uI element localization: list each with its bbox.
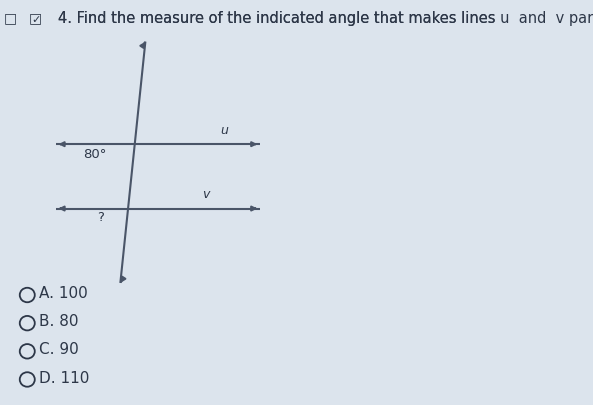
Text: □: □ [4, 11, 17, 26]
Text: C. 90: C. 90 [39, 342, 79, 357]
Text: u: u [221, 124, 229, 136]
Text: ✓: ✓ [31, 15, 41, 26]
Text: A. 100: A. 100 [39, 286, 88, 301]
Text: B. 80: B. 80 [39, 314, 78, 329]
Text: 4. Find the measure of the indicated angle that makes lines u  and  v parallel.: 4. Find the measure of the indicated ang… [58, 11, 593, 26]
Text: □: □ [28, 11, 42, 26]
Text: D. 110: D. 110 [39, 371, 90, 386]
Text: 80°: 80° [84, 148, 107, 161]
Text: ?: ? [97, 211, 104, 224]
Text: 4. Find the measure of the indicated angle that makes lines: 4. Find the measure of the indicated ang… [58, 11, 500, 26]
Text: v: v [202, 188, 209, 201]
